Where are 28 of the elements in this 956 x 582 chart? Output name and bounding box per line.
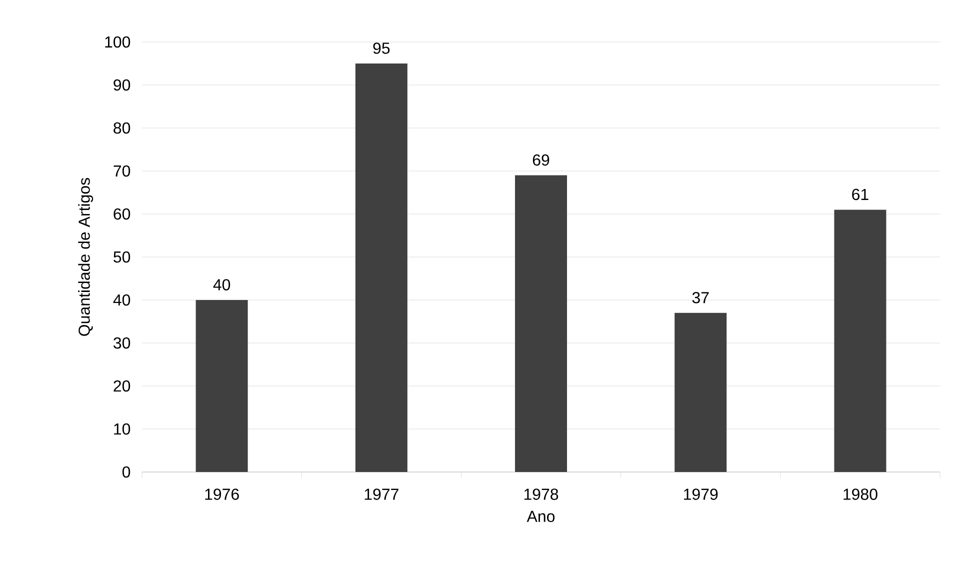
y-tick-label: 30: [114, 337, 130, 349]
data-label: 95: [373, 42, 390, 54]
bar: [674, 312, 727, 472]
bar: [355, 64, 408, 472]
y-tick-label: 50: [114, 251, 130, 263]
y-tick-label: 60: [114, 208, 130, 220]
data-label: 69: [532, 154, 550, 166]
x-tick-label: 1979: [684, 488, 718, 500]
y-tick-label: 0: [122, 466, 130, 478]
x-tick-label: 1977: [364, 488, 398, 500]
x-axis-title: Ano: [526, 510, 555, 522]
data-label: 37: [692, 292, 709, 304]
y-tick-label: 40: [113, 294, 130, 306]
y-tick-label: 20: [114, 380, 130, 392]
data-label: 61: [852, 188, 868, 200]
y-tick-label: 10: [114, 423, 130, 435]
y-tick-label: 80: [114, 122, 130, 134]
data-label: 40: [213, 279, 230, 290]
bar: [834, 210, 886, 472]
y-tick-label: 70: [114, 165, 130, 177]
y-tick-label: 90: [114, 79, 130, 91]
x-tick-label: 1976: [205, 488, 239, 500]
x-tick-label: 1978: [524, 488, 558, 500]
bar: [196, 300, 248, 472]
bar: [515, 175, 568, 472]
x-tick-label: 1980: [844, 488, 878, 500]
y-axis-title: Quantidade de Artigos: [78, 178, 94, 336]
y-tick-label: 100: [105, 36, 130, 48]
